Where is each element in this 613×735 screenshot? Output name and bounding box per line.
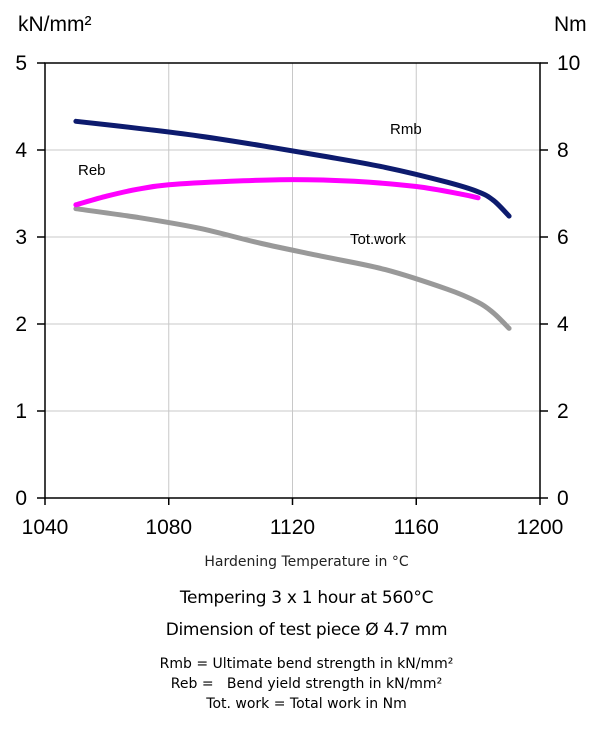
legend-line-reb: Reb = Bend yield strength in kN/mm² — [170, 676, 443, 692]
left-tick-label-0: 0 — [15, 487, 27, 510]
right-axis-unit: Nm — [554, 13, 587, 36]
legend-line-totwork: Tot. work = Total work in Nm — [206, 696, 407, 712]
series-line-reb — [73, 177, 481, 208]
x-tick-label-1: 1080 — [145, 516, 192, 539]
subtitle-tempering: Tempering 3 x 1 hour at 560°C — [179, 588, 434, 608]
series-line-tot-work — [73, 206, 512, 331]
x-axis-label: Hardening Temperature in °C — [204, 554, 409, 570]
left-axis-unit: kN/mm² — [18, 13, 91, 36]
left-tick-label-3: 3 — [15, 226, 27, 249]
x-tick-label-0: 1040 — [22, 516, 69, 539]
legend-line-rmb: Rmb = Ultimate bend strength in kN/mm² — [159, 656, 454, 672]
legend-definitions: Rmb = Ultimate bend strength in kN/mm² R… — [0, 654, 613, 714]
left-tick-label-4: 4 — [15, 139, 27, 162]
right-tick-label-3: 6 — [557, 226, 569, 249]
series-label-rmb: Rmb — [390, 121, 422, 138]
subtitle-dimension: Dimension of test piece Ø 4.7 mm — [165, 620, 448, 640]
right-tick-label-2: 4 — [557, 313, 569, 336]
x-tick-label-4: 1200 — [517, 516, 564, 539]
series-label-tot-work: Tot.work — [350, 231, 406, 248]
right-tick-label-5: 10 — [557, 52, 580, 75]
right-tick-label-4: 8 — [557, 139, 569, 162]
left-tick-label-2: 2 — [15, 313, 27, 336]
x-tick-label-2: 1120 — [270, 516, 315, 539]
left-tick-label-1: 1 — [15, 400, 27, 423]
left-tick-label-5: 5 — [15, 52, 27, 75]
series-line-rmb — [73, 118, 512, 219]
series-label-reb: Reb — [78, 162, 106, 179]
x-tick-label-3: 1160 — [394, 516, 439, 539]
right-tick-label-0: 0 — [557, 487, 569, 510]
right-tick-label-1: 2 — [557, 400, 569, 423]
